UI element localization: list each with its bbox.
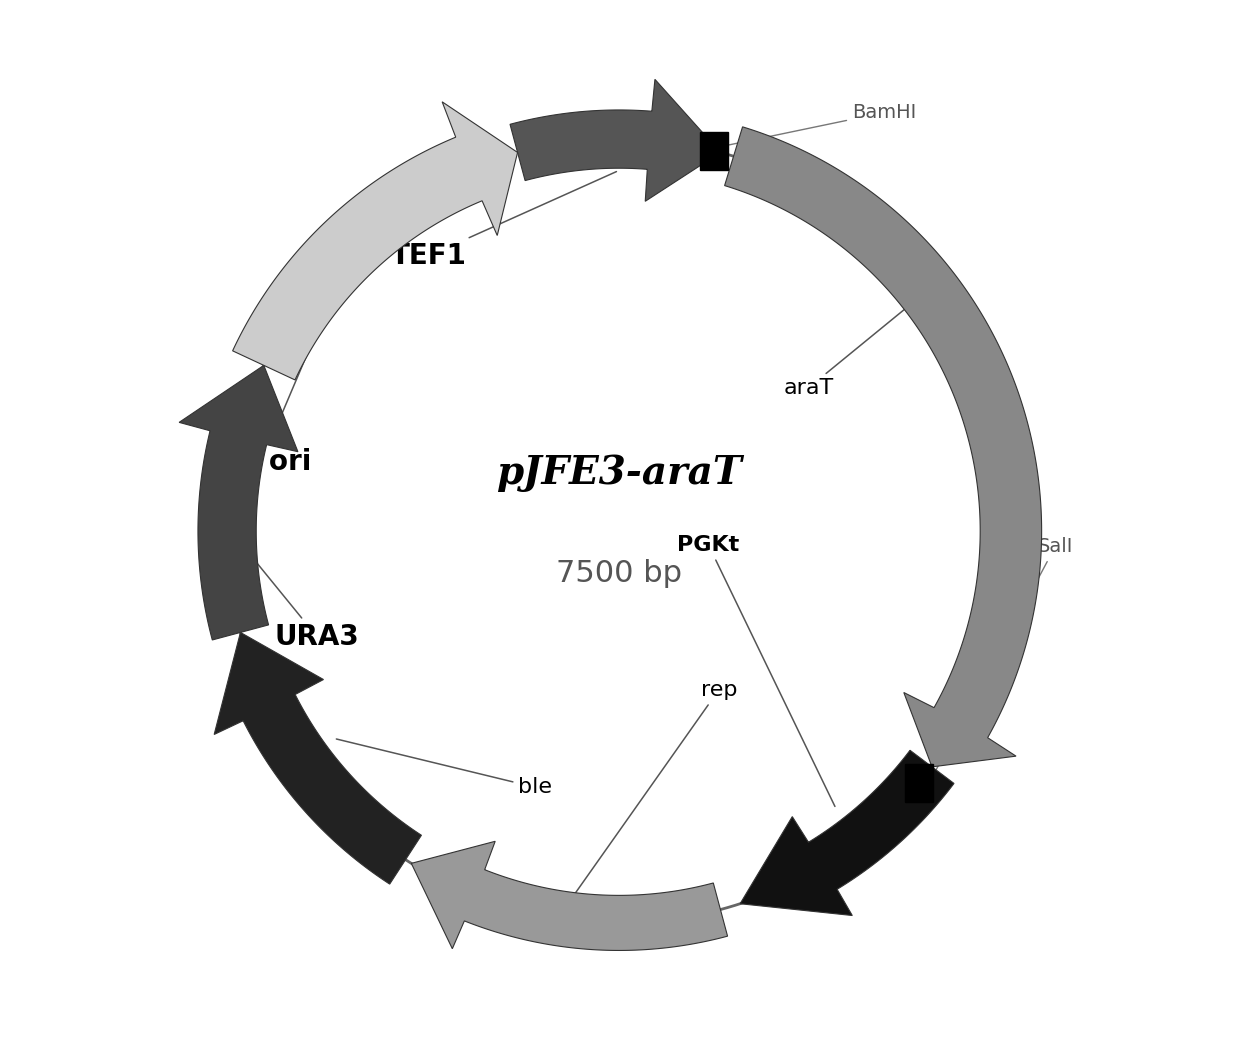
Text: rep: rep (560, 680, 737, 915)
Text: araT: araT (784, 279, 941, 398)
Polygon shape (411, 841, 728, 950)
Text: pJFE3-araT: pJFE3-araT (496, 453, 742, 492)
Text: SalI: SalI (933, 537, 1073, 775)
Polygon shape (740, 750, 954, 915)
Bar (699, 132, 728, 170)
Text: TEF1: TEF1 (391, 172, 617, 270)
Polygon shape (233, 102, 517, 380)
Text: BamHI: BamHI (729, 103, 916, 144)
Text: ble: ble (337, 739, 552, 798)
Polygon shape (510, 80, 721, 202)
Text: 2m ori: 2m ori (212, 227, 361, 476)
Text: URA3: URA3 (222, 519, 359, 651)
Text: 7500 bp: 7500 bp (556, 559, 682, 588)
Text: PGKt: PGKt (677, 535, 834, 806)
Polygon shape (724, 126, 1041, 767)
Bar (905, 764, 933, 802)
Polygon shape (180, 365, 298, 640)
Polygon shape (214, 633, 421, 884)
